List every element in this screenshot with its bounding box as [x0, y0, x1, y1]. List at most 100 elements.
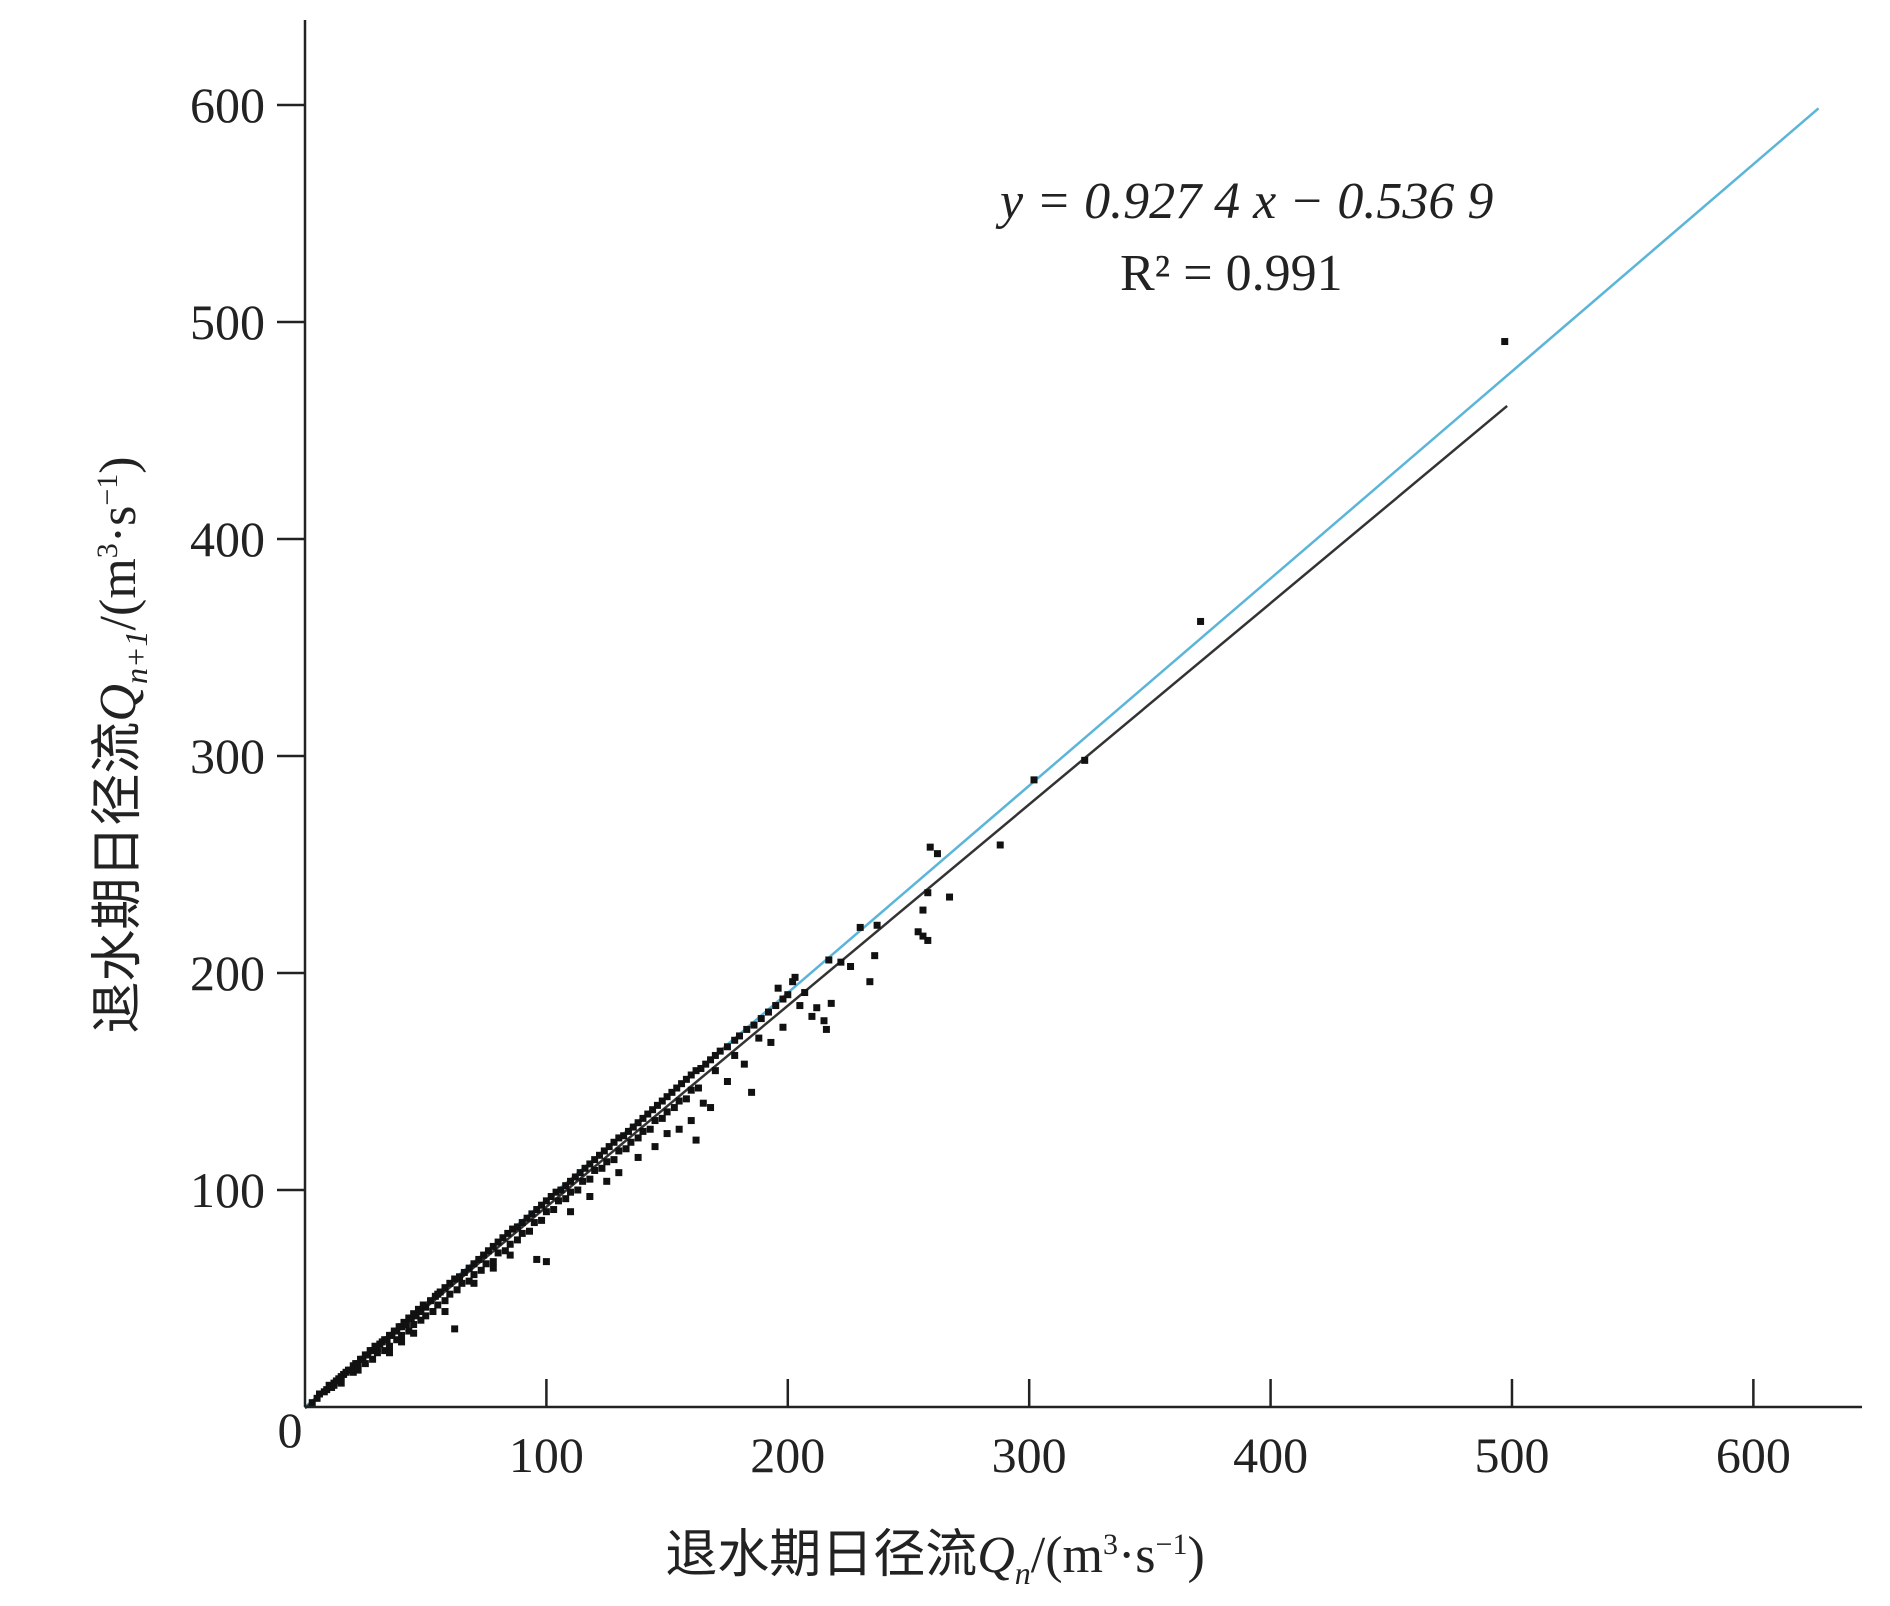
data-point — [694, 1084, 702, 1092]
data-point — [393, 1327, 401, 1335]
data-point — [764, 1008, 772, 1016]
data-point — [620, 1132, 628, 1140]
data-point — [489, 1264, 497, 1272]
data-point — [658, 1114, 666, 1122]
data-point — [434, 1301, 442, 1309]
data-point — [757, 1015, 765, 1023]
data-point — [441, 1284, 449, 1292]
data-point — [1030, 776, 1038, 784]
data-point — [639, 1127, 647, 1135]
data-point — [743, 1025, 751, 1033]
data-point — [405, 1327, 413, 1335]
data-point — [871, 952, 879, 960]
data-point — [402, 1321, 410, 1329]
x-tick-label: 200 — [750, 1427, 825, 1483]
data-point — [779, 995, 787, 1003]
data-point — [533, 1255, 541, 1263]
data-point — [542, 1197, 550, 1205]
data-point — [562, 1195, 570, 1203]
data-point — [615, 1134, 623, 1142]
data-points — [308, 338, 1509, 1407]
data-point — [697, 1064, 705, 1072]
data-point — [646, 1125, 654, 1133]
data-point — [748, 1088, 756, 1096]
data-point — [504, 1229, 512, 1237]
data-point — [385, 1342, 393, 1350]
regression-equation: y = 0.927 4 x − 0.536 9 — [995, 173, 1493, 230]
data-point — [422, 1303, 430, 1311]
data-point — [847, 962, 855, 970]
data-point — [649, 1106, 657, 1114]
data-point — [789, 978, 797, 986]
data-point — [796, 1002, 804, 1010]
data-point — [528, 1210, 536, 1218]
data-point — [837, 958, 845, 966]
data-point — [446, 1279, 454, 1287]
data-point — [822, 1025, 830, 1033]
data-point — [791, 973, 799, 981]
data-point — [610, 1156, 618, 1164]
data-point — [349, 1368, 357, 1376]
data-point — [873, 921, 881, 929]
data-point — [337, 1379, 345, 1387]
data-point — [670, 1104, 678, 1112]
data-point — [354, 1360, 362, 1368]
y-tick-label: 300 — [190, 728, 265, 784]
y-tick-label: 200 — [190, 945, 265, 1001]
data-point — [615, 1169, 623, 1177]
y-axis-ticks: 100 200 300 400 500 600 — [190, 77, 305, 1218]
data-point — [687, 1086, 695, 1094]
data-point — [458, 1279, 466, 1287]
x-tick-label: 400 — [1233, 1427, 1308, 1483]
data-point — [427, 1297, 435, 1305]
data-point — [629, 1123, 637, 1131]
data-point — [591, 1166, 599, 1174]
data-point — [441, 1297, 449, 1305]
data-point — [482, 1260, 490, 1268]
data-point — [605, 1143, 613, 1151]
data-point — [567, 1188, 575, 1196]
data-point — [784, 991, 792, 999]
data-point — [557, 1186, 565, 1194]
data-point — [663, 1130, 671, 1138]
data-point — [673, 1084, 681, 1092]
data-point — [369, 1347, 377, 1355]
data-point — [644, 1110, 652, 1118]
data-point — [687, 1071, 695, 1079]
data-point — [736, 1032, 744, 1040]
data-point — [417, 1308, 425, 1316]
data-point — [827, 999, 835, 1007]
data-point — [924, 936, 932, 944]
data-point — [489, 1242, 497, 1250]
data-point — [552, 1188, 560, 1196]
data-point — [383, 1336, 391, 1344]
data-point — [675, 1097, 683, 1105]
data-point — [914, 928, 922, 936]
x-tick-label: 600 — [1716, 1427, 1791, 1483]
data-point — [820, 1017, 828, 1025]
data-point — [591, 1156, 599, 1164]
data-point — [731, 1036, 739, 1044]
data-point — [711, 1051, 719, 1059]
data-point — [530, 1219, 538, 1227]
data-point — [460, 1268, 468, 1276]
data-point — [702, 1060, 710, 1068]
data-point — [523, 1214, 531, 1222]
data-point — [446, 1290, 454, 1298]
x-tick-label: 500 — [1474, 1427, 1549, 1483]
data-point — [451, 1275, 459, 1283]
data-point — [634, 1153, 642, 1161]
data-point — [518, 1229, 526, 1237]
data-point — [412, 1312, 420, 1320]
data-point — [506, 1251, 514, 1259]
data-point — [354, 1366, 362, 1374]
data-point — [627, 1138, 635, 1146]
data-point — [499, 1234, 507, 1242]
data-point — [610, 1138, 618, 1146]
data-point — [682, 1075, 690, 1083]
y-axis-title: 退水期日径流Qn+1/(m3·s−1) — [90, 456, 154, 1033]
y-tick-label: 600 — [190, 77, 265, 133]
data-point — [388, 1331, 396, 1339]
data-point — [417, 1316, 425, 1324]
